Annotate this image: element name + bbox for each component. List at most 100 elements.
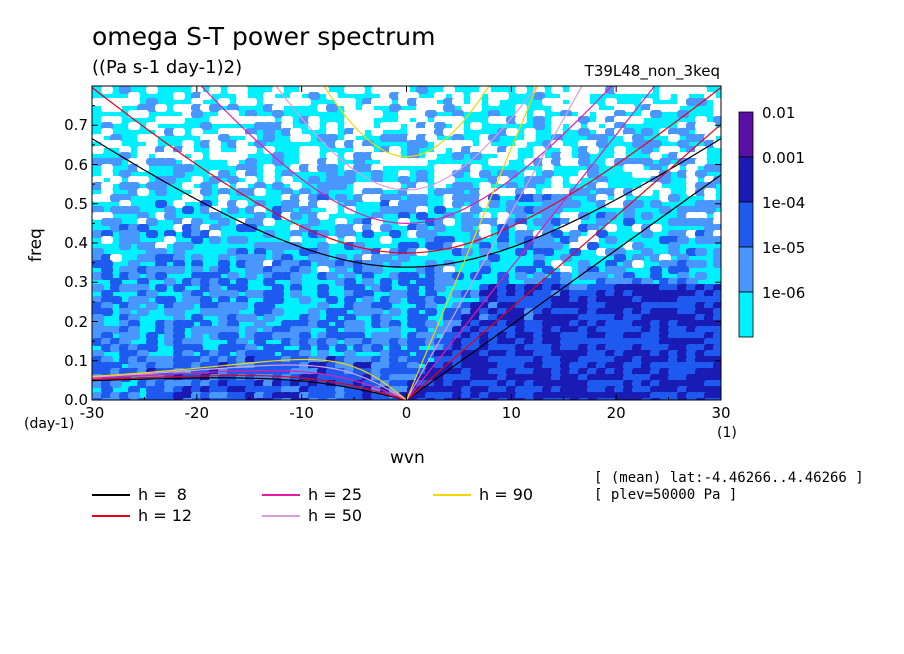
field-cell <box>380 224 392 232</box>
field-cell <box>461 194 473 202</box>
field-cell <box>335 308 347 316</box>
field-cell <box>362 278 374 286</box>
field-cell <box>380 134 392 142</box>
field-cell <box>632 86 644 94</box>
field-cell <box>398 254 410 262</box>
field-cell <box>182 164 194 172</box>
field-cell <box>173 116 185 124</box>
field-cell <box>290 98 302 106</box>
x-axis-label: wvn <box>390 448 425 468</box>
field-cell <box>686 134 698 142</box>
field-cell <box>299 266 311 274</box>
field-cell <box>632 260 644 268</box>
field-cell <box>695 134 707 142</box>
field-cell <box>506 188 518 196</box>
colorbar-swatch <box>738 111 754 158</box>
field-cell <box>263 176 275 184</box>
field-cell <box>218 278 230 286</box>
x-tick-label: 10 <box>501 404 521 422</box>
field-cell <box>533 176 545 184</box>
field-cell <box>272 122 284 130</box>
field-cell <box>686 122 698 130</box>
x-tick-label: -10 <box>289 404 314 422</box>
field-cell <box>389 206 401 214</box>
field-cell <box>254 290 266 298</box>
field-cell <box>245 314 257 322</box>
field-cell <box>317 134 329 142</box>
field-cell <box>533 206 545 214</box>
field-cell <box>506 116 518 124</box>
field-cell <box>605 236 617 244</box>
field-cell <box>245 272 257 280</box>
field-cell <box>245 206 257 214</box>
field-cell <box>272 332 284 340</box>
field-cell <box>713 350 721 358</box>
field-cell <box>713 218 721 226</box>
field-cell <box>101 272 113 280</box>
field-cell <box>713 302 721 310</box>
field-cell <box>587 182 599 190</box>
field-cell <box>137 134 149 142</box>
field-cell <box>560 116 572 124</box>
field-cell <box>713 98 721 106</box>
field-cell <box>713 296 721 304</box>
field-cell <box>380 338 392 346</box>
inertia-gravity-curve <box>92 138 721 268</box>
field-cell <box>335 344 347 352</box>
field-cell <box>434 188 446 196</box>
field-cell <box>272 272 284 280</box>
field-cell <box>128 236 140 244</box>
field-cell <box>695 218 707 226</box>
inertia-gravity-curve <box>323 86 490 158</box>
field-cell <box>191 236 203 244</box>
field-cell <box>236 98 248 106</box>
field-cell <box>101 308 113 316</box>
y-tick-label: 0.0 <box>64 391 88 409</box>
field-cell <box>587 170 599 178</box>
field-cell <box>587 146 599 154</box>
field-cell <box>389 296 401 304</box>
field-cell <box>371 344 383 352</box>
field-cell <box>362 164 374 172</box>
field-cell <box>425 242 437 250</box>
field-cell <box>371 320 383 328</box>
field-cell <box>434 296 446 304</box>
field-cell <box>488 200 500 208</box>
field-cell <box>389 134 401 142</box>
field-cell <box>623 104 635 112</box>
field-cell <box>623 134 635 142</box>
field-cell <box>227 272 239 280</box>
field-cell <box>137 176 149 184</box>
field-cell <box>704 206 716 214</box>
field-cell <box>677 140 689 148</box>
field-cell <box>200 230 212 238</box>
field-cell <box>281 272 293 280</box>
field-cell <box>254 218 266 226</box>
field-cell <box>668 194 680 202</box>
field-cell <box>650 152 662 160</box>
field-cell <box>182 206 194 214</box>
field-cell <box>317 164 329 172</box>
field-cell <box>164 176 176 184</box>
field-cell <box>137 110 149 118</box>
field-cell <box>245 116 257 124</box>
field-cell <box>659 158 671 166</box>
field-cell <box>605 266 617 274</box>
field-cell <box>92 272 104 280</box>
field-cell <box>326 260 338 268</box>
field-cell <box>659 146 671 154</box>
field-cell <box>407 248 419 256</box>
field-cell <box>146 158 158 166</box>
field-cell <box>668 152 680 160</box>
field-cell <box>353 86 365 94</box>
field-cell <box>119 182 131 190</box>
field-cell <box>515 272 527 280</box>
y-tick-label: 0.2 <box>64 312 88 331</box>
rossby-wave-curve <box>92 358 407 400</box>
field-cell <box>380 254 392 262</box>
x-tick-label: -20 <box>184 404 210 422</box>
field-cell <box>326 140 338 148</box>
field-cell <box>416 140 428 148</box>
field-cell <box>119 206 131 214</box>
field-cell <box>713 116 721 124</box>
